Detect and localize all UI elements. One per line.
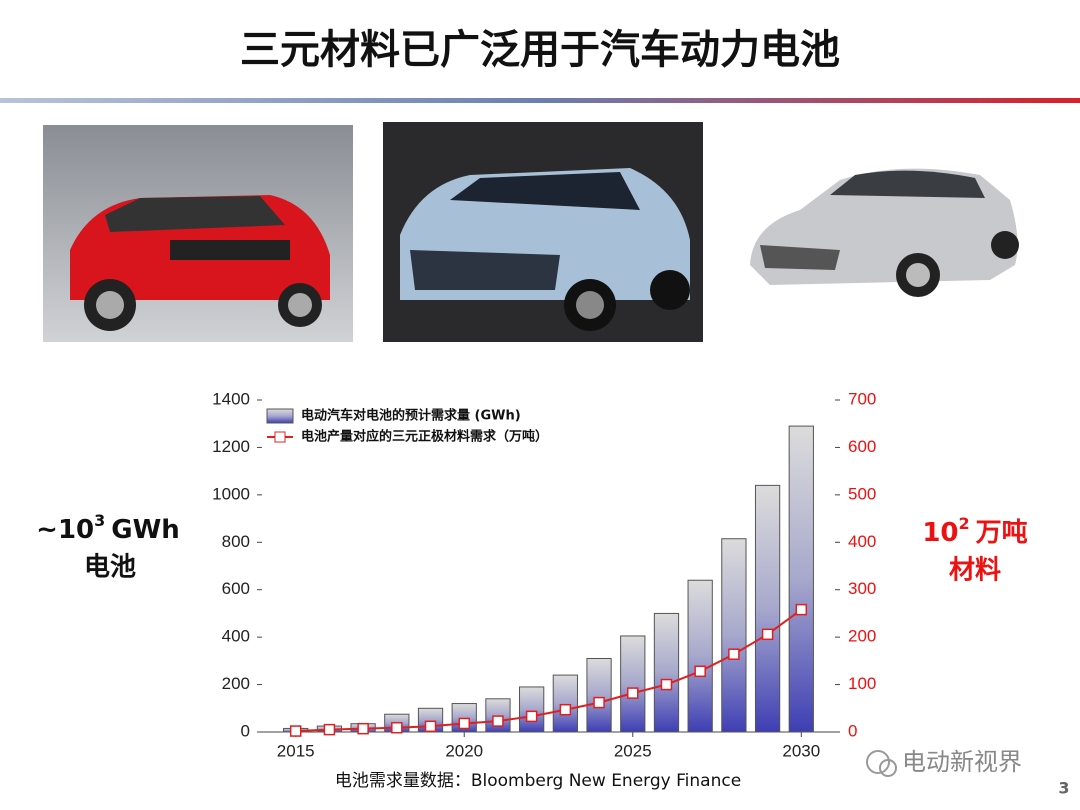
y-tick-label: 1000 (212, 484, 250, 503)
line-marker (525, 710, 538, 723)
y2-tick-label: 500 (848, 484, 876, 503)
line-marker (458, 717, 470, 730)
x-tick-label: 2030 (782, 741, 820, 760)
y2-tick-label: 600 (848, 437, 876, 456)
line-marker (660, 678, 673, 691)
bar (586, 657, 612, 733)
line-marker (761, 628, 774, 641)
line-marker (357, 722, 369, 735)
bar (721, 538, 747, 733)
chart: 0 200 400 600 800 1000 1200 1400 0 100 200 300 400 50… (212, 389, 876, 760)
line-marker (795, 603, 808, 616)
bar (653, 612, 680, 733)
line-marker (424, 720, 437, 733)
legend-label: 电池产量对应的三元正极材料需求（万吨） (301, 429, 548, 445)
left-note: ~103 GWh (36, 511, 180, 545)
bar (620, 635, 646, 733)
photo-red-suv (43, 125, 353, 342)
x-tick-label: 2015 (277, 741, 315, 760)
line-marker (627, 687, 639, 699)
bar (754, 484, 781, 733)
x-tick-label: 2020 (445, 741, 483, 760)
line (295, 608, 802, 733)
bar (788, 425, 814, 733)
line-marker (559, 703, 572, 716)
right-note-line2: 材料 (949, 556, 1001, 586)
line-marker (694, 665, 706, 678)
y2-tick-label: 100 (848, 674, 876, 693)
legend-swatch (266, 408, 294, 424)
title-rule (0, 98, 1080, 103)
y-tick-label: 1400 (212, 389, 250, 408)
page-number: 3 (1058, 779, 1069, 798)
x-tick-label: 2025 (614, 741, 652, 760)
y-tick-label: 0 (241, 721, 250, 740)
line-marker (492, 715, 504, 727)
line-marker (391, 721, 403, 734)
legend-swatch-marker (274, 431, 286, 443)
y-tick-label: 400 (222, 627, 250, 646)
line-marker (728, 648, 740, 660)
line-marker (289, 725, 302, 737)
watermark-icon (866, 750, 897, 777)
y2-tick-label: 300 (848, 579, 876, 598)
y2-tick-label: 0 (848, 721, 857, 740)
bar (552, 674, 578, 733)
slide-title: 三元材料已广泛用于汽车动力电池 (240, 27, 840, 73)
bar (519, 686, 545, 733)
y-tick-label: 800 (222, 532, 250, 551)
y-tick-label: 1200 (212, 437, 250, 456)
y2-tick-label: 400 (848, 532, 876, 551)
y-tick-label: 600 (222, 579, 250, 598)
source: 电池需求量数据：Bloomberg New Energy Finance (335, 771, 741, 791)
photo-blue-suv (383, 122, 703, 342)
y2-tick-label: 200 (848, 627, 876, 646)
left-note-line2: 电池 (84, 553, 136, 583)
watermark: 电动新视界 (902, 748, 1022, 776)
line-marker (323, 723, 336, 736)
y2-tick-label: 700 (848, 389, 876, 408)
legend-label: 电动汽车对电池的预计需求量 (GWh) (301, 408, 521, 424)
right-note: 102 万吨 (922, 514, 1027, 548)
y-tick-label: 200 (222, 674, 250, 693)
line-marker (593, 696, 605, 709)
bar (687, 579, 713, 733)
photo-silver-sedan (750, 168, 1019, 297)
